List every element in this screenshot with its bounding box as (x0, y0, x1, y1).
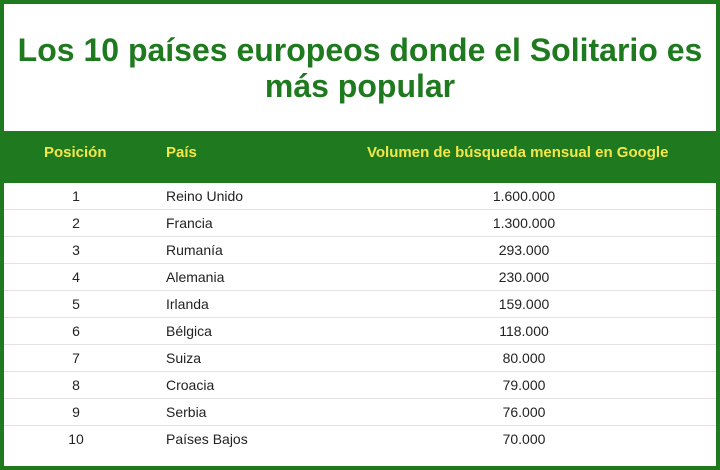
column-header-volume: Volumen de búsqueda mensual en Google (367, 144, 669, 161)
page-title: Los 10 países europeos donde el Solitari… (17, 32, 703, 104)
cell-volume: 1.300.000 (492, 215, 556, 231)
cell-country: Francia (166, 215, 213, 231)
cell-country: Serbia (166, 404, 207, 420)
table-row: 5 Irlanda 159.000 (4, 291, 716, 318)
table-row: 4 Alemania 230.000 (4, 264, 716, 291)
table-header: Posición País Volumen de búsqueda mensua… (0, 131, 720, 183)
column-header-country: País (166, 144, 197, 161)
table-row: 1 Reino Unido 1.600.000 (4, 183, 716, 210)
table-row: 2 Francia 1.300.000 (4, 210, 716, 237)
table-row: 9 Serbia 76.000 (4, 399, 716, 426)
cell-volume: 80.000 (502, 350, 546, 366)
cell-position: 7 (72, 350, 80, 366)
cell-country: Irlanda (166, 296, 209, 312)
table-row: 10 Países Bajos 70.000 (4, 426, 716, 453)
cell-position: 6 (72, 323, 80, 339)
cell-country: Alemania (166, 269, 225, 285)
table-row: 3 Rumanía 293.000 (4, 237, 716, 264)
cell-volume: 1.600.000 (492, 188, 556, 204)
column-header-position: Posición (44, 144, 107, 161)
cell-country: Croacia (166, 377, 215, 393)
cell-volume: 76.000 (502, 404, 546, 420)
cell-volume: 118.000 (499, 323, 549, 339)
cell-country: Rumanía (166, 242, 223, 258)
cell-position: 8 (72, 377, 80, 393)
cell-position: 1 (72, 188, 80, 204)
cell-country: Suiza (166, 350, 202, 366)
table-row: 7 Suiza 80.000 (4, 345, 716, 372)
cell-position: 9 (72, 404, 80, 420)
cell-position: 2 (72, 215, 80, 231)
cell-volume: 70.000 (502, 431, 546, 447)
table-body: 1 Reino Unido 1.600.000 2 Francia 1.300.… (4, 183, 716, 453)
table-row: 8 Croacia 79.000 (4, 372, 716, 399)
cell-volume: 293.000 (498, 242, 550, 258)
cell-country: Reino Unido (166, 188, 244, 204)
cell-position: 10 (68, 431, 84, 447)
cell-country: Países Bajos (166, 431, 248, 447)
cell-volume: 159.000 (498, 296, 550, 312)
cell-position: 5 (72, 296, 80, 312)
table-row: 6 Bélgica 118.000 (4, 318, 716, 345)
cell-country: Bélgica (166, 323, 212, 339)
cell-position: 3 (72, 242, 80, 258)
cell-position: 4 (72, 269, 80, 285)
cell-volume: 230.000 (498, 269, 550, 285)
cell-volume: 79.000 (502, 377, 546, 393)
